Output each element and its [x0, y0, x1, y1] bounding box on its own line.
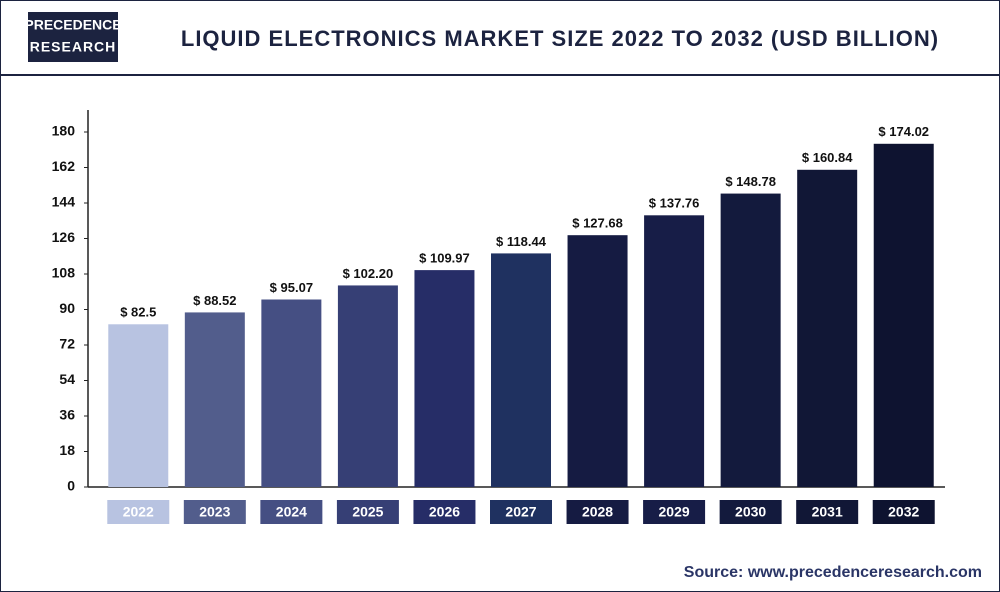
source: Source: www.precedenceresearch.com: [684, 564, 982, 581]
x-tick-label: 2025: [352, 504, 383, 520]
x-tick-label: 2022: [123, 504, 154, 520]
value-label: $ 160.84: [802, 150, 853, 165]
x-tick-label: 2031: [812, 504, 843, 520]
y-tick-label: 54: [59, 371, 75, 387]
value-label: $ 118.44: [496, 234, 547, 249]
category-box: [490, 500, 552, 524]
x-tick-label: 2026: [429, 504, 460, 520]
logo-line: PRECEDENCE: [24, 17, 121, 33]
value-label: $ 137.76: [649, 196, 700, 211]
y-tick-label: 36: [59, 407, 75, 423]
bar: [491, 253, 551, 487]
bar: [261, 299, 322, 487]
category-box: [183, 500, 246, 524]
value-label: $ 102.20: [343, 266, 394, 281]
x-tick-label: 2032: [888, 504, 919, 520]
category-box: [566, 500, 629, 524]
x-tick-label: 2024: [276, 504, 307, 520]
y-tick-label: 90: [59, 300, 75, 316]
y-tick-label: 0: [67, 478, 75, 494]
logo-box: [28, 12, 118, 62]
y-tick-label: 72: [59, 336, 75, 352]
x-tick-label: 2030: [735, 504, 766, 520]
y-tick-label: 162: [52, 158, 76, 174]
category-box: [643, 500, 706, 524]
value-label: $ 95.07: [270, 280, 313, 295]
x-tick-label: 2028: [582, 504, 613, 520]
value-label: $ 174.02: [878, 124, 929, 139]
logo-line: RESEARCH: [30, 39, 117, 55]
y-tick-label: 126: [52, 229, 76, 245]
x-tick-label: 2029: [659, 504, 690, 520]
bar: [567, 235, 628, 487]
x-tick-label: 2027: [505, 504, 536, 520]
value-label: $ 148.78: [725, 174, 776, 189]
y-tick-label: 144: [52, 194, 76, 210]
y-tick-label: 108: [52, 265, 76, 281]
category-box: [796, 500, 859, 524]
bar: [337, 285, 398, 487]
value-label: $ 82.5: [120, 305, 156, 320]
bar: [108, 324, 169, 487]
value-label: $ 88.52: [193, 293, 236, 308]
bar: [184, 312, 245, 487]
bar: [414, 270, 475, 487]
category-box: [107, 500, 170, 524]
bar: [797, 169, 858, 487]
bar: [644, 215, 705, 487]
value-label: $ 127.68: [572, 216, 623, 231]
bar: [873, 143, 934, 487]
category-box: [719, 500, 782, 524]
category-box: [413, 500, 476, 524]
x-tick-label: 2023: [199, 504, 230, 520]
category-box: [336, 500, 399, 524]
bar: [720, 193, 781, 487]
chart-title: LIQUID ELECTRONICS MARKET SIZE 2022 TO 2…: [181, 26, 939, 51]
category-box: [260, 500, 323, 524]
y-tick-label: 18: [59, 442, 75, 458]
category-box: [872, 500, 935, 524]
y-tick-label: 180: [52, 123, 76, 139]
value-label: $ 109.97: [419, 251, 470, 266]
